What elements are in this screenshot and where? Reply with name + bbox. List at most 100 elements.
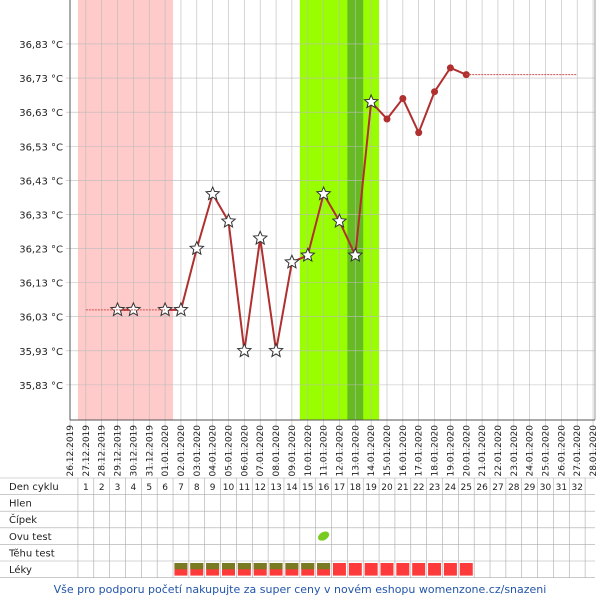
y-tick-label: 36,43 °C	[19, 176, 63, 187]
point-marker	[446, 64, 454, 72]
day-number: 8	[194, 483, 200, 493]
x-tick-label: 15.01.2020	[383, 425, 393, 477]
x-tick-label: 11.01.2020	[320, 425, 330, 477]
y-tick-label: 36,83 °C	[19, 40, 63, 51]
medication-combined	[317, 563, 331, 570]
x-tick-label: 26.01.2020	[557, 425, 567, 477]
medication-combined	[190, 563, 204, 570]
day-number: 15	[302, 483, 313, 493]
day-number: 28	[508, 483, 520, 493]
day-number: 2	[99, 483, 105, 493]
day-number: 31	[556, 483, 567, 493]
medication-combined	[174, 563, 188, 570]
day-number: 3	[115, 483, 121, 493]
star-marker	[299, 246, 316, 263]
day-number: 11	[239, 483, 250, 493]
medication-combined	[285, 563, 299, 570]
x-tick-label: 28.12.2019	[98, 425, 108, 477]
x-tick-label: 02.01.2020	[177, 425, 187, 477]
day-number: 26	[476, 483, 488, 493]
day-number: 18	[350, 483, 362, 493]
x-tick-label: 01.01.2020	[161, 425, 171, 477]
star-marker	[173, 301, 189, 317]
star-marker	[125, 301, 142, 317]
x-tick-label: 10.01.2020	[304, 425, 314, 477]
point-marker	[415, 129, 423, 137]
y-tick-label: 36,13 °C	[19, 279, 63, 290]
x-tick-label: 24.01.2020	[526, 425, 536, 477]
x-tick-label: 25.01.2020	[542, 425, 552, 477]
footer-link[interactable]: Vše pro podporu početí nakupujte za supe…	[54, 583, 547, 596]
star-marker	[157, 301, 174, 317]
x-tick-label: 05.01.2020	[225, 425, 235, 477]
y-tick-label: 36,03 °C	[19, 313, 63, 324]
star-marker	[283, 253, 300, 269]
day-number: 22	[413, 483, 424, 493]
medication	[396, 563, 410, 576]
row-label: Hlen	[9, 499, 32, 510]
medication-combined	[237, 563, 251, 570]
x-tick-label: 16.01.2020	[399, 425, 409, 477]
day-number: 30	[540, 483, 552, 493]
star-marker	[109, 301, 126, 317]
day-number: 7	[178, 483, 184, 493]
x-tick-label: 08.01.2020	[272, 425, 282, 477]
star-marker	[363, 93, 380, 109]
x-tick-label: 30.12.2019	[129, 425, 139, 477]
medication	[380, 563, 394, 576]
day-number: 13	[270, 483, 281, 493]
point-marker	[399, 95, 407, 103]
day-number: 1	[83, 483, 89, 493]
day-number: 27	[492, 483, 503, 493]
x-tick-label: 23.01.2020	[510, 425, 520, 477]
day-number: 32	[571, 483, 582, 493]
y-tick-label: 36,53 °C	[19, 142, 63, 153]
day-number: 29	[524, 483, 536, 493]
x-tick-label: 04.01.2020	[209, 425, 219, 477]
star-marker	[236, 342, 253, 358]
x-tick-label: 03.01.2020	[193, 425, 203, 477]
medication	[332, 563, 346, 576]
x-tick-label: 09.01.2020	[288, 425, 298, 477]
medication-combined	[301, 563, 315, 570]
row-label: Den cyklu	[9, 482, 59, 493]
medication-combined	[206, 563, 220, 570]
day-number: 12	[254, 483, 265, 493]
x-tick-label: 06.01.2020	[240, 425, 250, 477]
point-marker	[383, 115, 391, 123]
day-number: 9	[210, 483, 216, 493]
medication	[348, 563, 362, 576]
star-marker	[268, 342, 284, 358]
x-tick-label: 20.01.2020	[462, 425, 472, 477]
day-number: 5	[146, 483, 152, 493]
medication	[364, 563, 378, 576]
day-number: 20	[381, 483, 393, 493]
x-tick-label: 22.01.2020	[494, 425, 504, 477]
y-tick-label: 36,63 °C	[19, 108, 63, 119]
day-number: 10	[223, 483, 235, 493]
day-number: 4	[131, 483, 137, 493]
x-tick-label: 07.01.2020	[256, 425, 266, 477]
x-tick-label: 27.12.2019	[82, 425, 92, 477]
star-marker	[331, 212, 348, 228]
phase-region	[77, 0, 174, 420]
y-tick-label: 35,93 °C	[19, 347, 63, 358]
x-tick-label: 28.01.2020	[589, 425, 599, 477]
y-tick-label: 35,83 °C	[19, 381, 63, 392]
x-tick-label: 29.12.2019	[114, 425, 124, 477]
x-tick-label: 19.01.2020	[446, 425, 456, 477]
x-tick-label: 27.01.2020	[573, 425, 583, 477]
series-line	[85, 74, 578, 311]
day-number: 24	[445, 483, 457, 493]
medication	[428, 563, 442, 576]
x-tick-label: 12.01.2020	[335, 425, 345, 477]
star-marker	[204, 185, 221, 201]
star-marker	[252, 230, 269, 246]
medication-combined	[253, 563, 267, 570]
row-label: Ovu test	[9, 532, 52, 543]
star-marker	[315, 185, 332, 201]
medication	[412, 563, 426, 576]
medication-combined	[269, 563, 283, 570]
day-number: 25	[461, 483, 472, 493]
row-label: Léky	[9, 564, 32, 576]
